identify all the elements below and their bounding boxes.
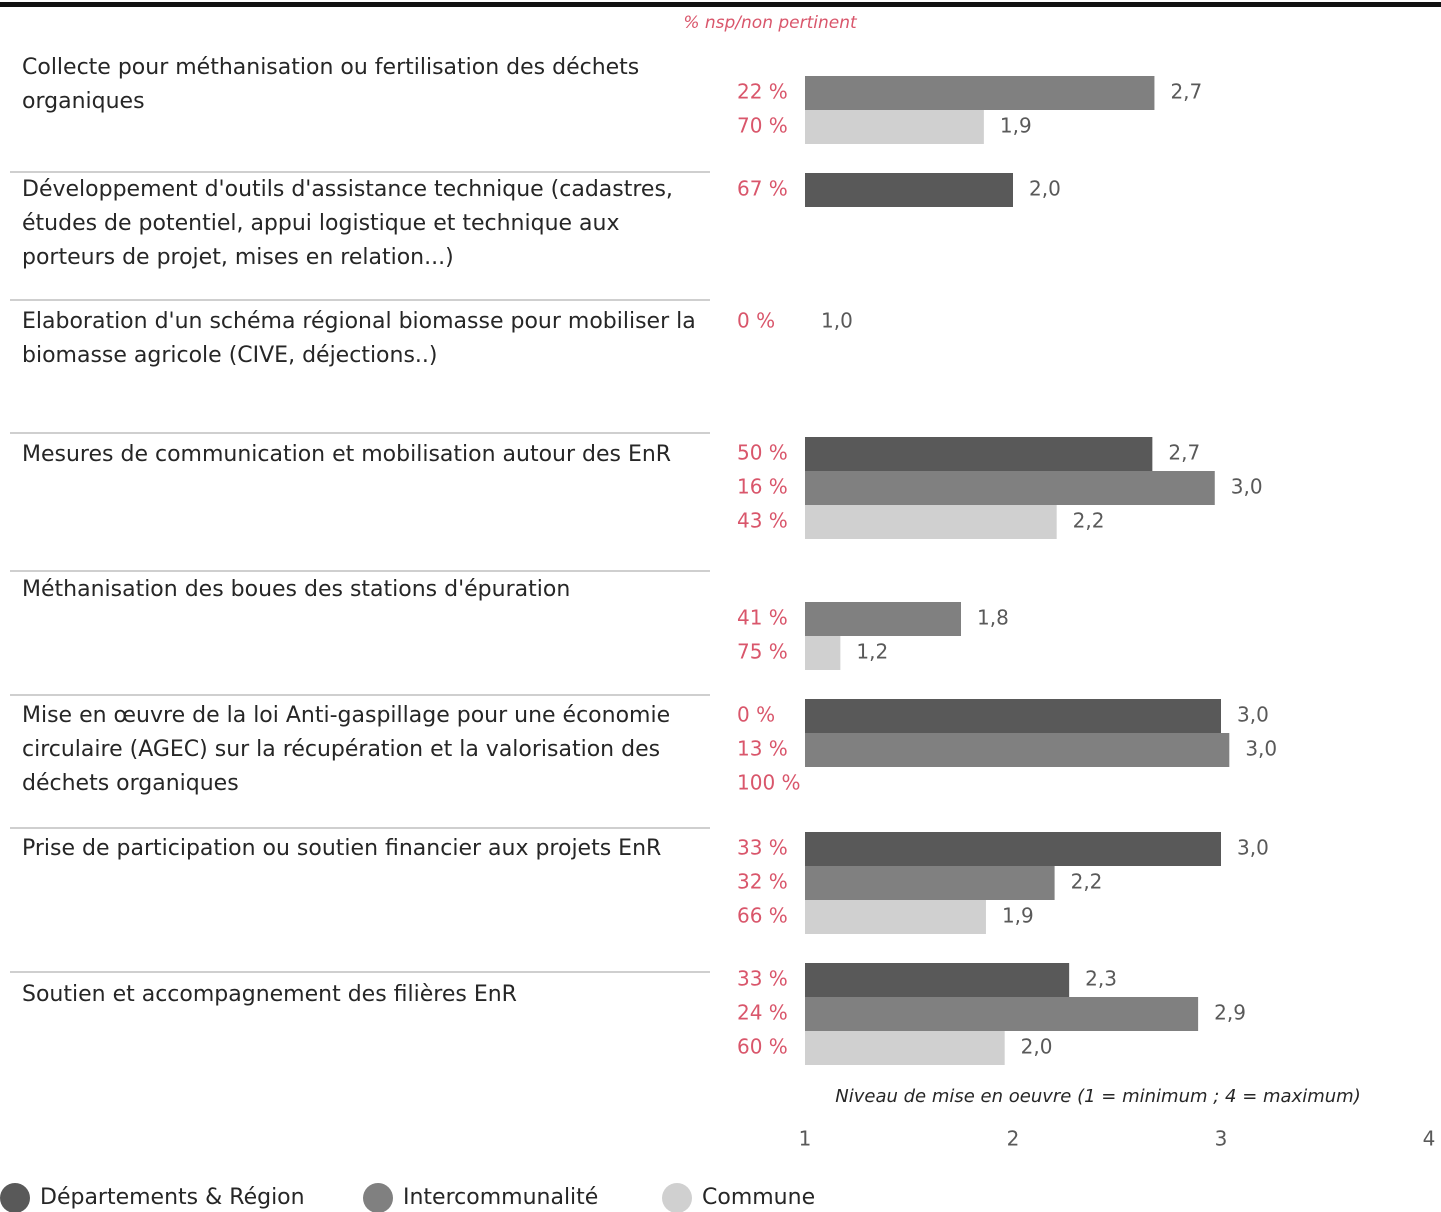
value-label: 2,0 <box>1021 1035 1053 1059</box>
legend-swatch <box>363 1183 393 1212</box>
bar <box>805 900 986 934</box>
bar <box>805 636 841 670</box>
nsp-header: % nsp/non pertinent <box>683 13 858 33</box>
category-label: Mesures de communication et mobilisation… <box>22 442 672 467</box>
x-axis-title: Niveau de mise en oeuvre (1 = minimum ; … <box>835 1086 1360 1107</box>
bar <box>805 997 1199 1031</box>
bar <box>805 76 1155 110</box>
category-label: Prise de participation ou soutien financ… <box>22 836 662 861</box>
bar <box>805 110 984 144</box>
x-tick-label: 2 <box>1007 1127 1020 1151</box>
nsp-label: 22 % <box>737 80 788 104</box>
bar <box>805 437 1153 471</box>
value-label: 2,9 <box>1214 1001 1246 1025</box>
bar <box>805 733 1230 767</box>
legend-label: Intercommunalité <box>403 1185 598 1210</box>
nsp-label: 13 % <box>737 737 788 761</box>
category-label: Elaboration d'un schéma régional biomass… <box>22 309 696 368</box>
value-label: 1,8 <box>977 606 1009 630</box>
category-label: Méthanisation des boues des stations d'é… <box>22 577 571 602</box>
nsp-label: 67 % <box>737 177 788 201</box>
bar <box>805 699 1221 733</box>
bar <box>805 505 1057 539</box>
top-rule <box>0 2 1441 7</box>
nsp-label: 43 % <box>737 509 788 533</box>
bar <box>805 173 1013 207</box>
nsp-label: 0 % <box>737 703 775 727</box>
legend-label: Commune <box>702 1185 815 1210</box>
value-label: 1,9 <box>1002 904 1034 928</box>
value-label: 1,2 <box>856 640 888 664</box>
category-label: Soutien et accompagnement des filières E… <box>22 982 517 1007</box>
bar <box>805 866 1055 900</box>
category-label: Collecte pour méthanisation ou fertilisa… <box>22 55 640 114</box>
value-label: 2,3 <box>1085 967 1117 991</box>
nsp-label: 33 % <box>737 967 788 991</box>
nsp-label: 16 % <box>737 475 788 499</box>
x-tick-label: 4 <box>1423 1127 1436 1151</box>
value-label: 3,0 <box>1231 475 1263 499</box>
value-label: 3,0 <box>1245 737 1277 761</box>
nsp-label: 32 % <box>737 870 788 894</box>
nsp-label: 33 % <box>737 836 788 860</box>
nsp-label: 41 % <box>737 606 788 630</box>
nsp-label: 60 % <box>737 1035 788 1059</box>
legend-swatch <box>0 1183 30 1212</box>
bar <box>805 1031 1005 1065</box>
value-label: 2,2 <box>1073 509 1105 533</box>
value-label: 3,0 <box>1237 836 1269 860</box>
bar <box>805 963 1070 997</box>
x-tick-label: 3 <box>1215 1127 1228 1151</box>
nsp-label: 70 % <box>737 114 788 138</box>
nsp-label: 50 % <box>737 441 788 465</box>
bar <box>805 471 1215 505</box>
value-label: 1,9 <box>1000 114 1032 138</box>
value-label: 3,0 <box>1237 703 1269 727</box>
category-label: Développement d'outils d'assistance tech… <box>22 177 673 270</box>
nsp-label: 24 % <box>737 1001 788 1025</box>
nsp-label: 100 % <box>737 771 801 795</box>
value-label: 1,0 <box>821 309 853 333</box>
value-label: 2,7 <box>1168 441 1200 465</box>
legend-label: Départements & Région <box>40 1185 305 1210</box>
nsp-label: 0 % <box>737 309 775 333</box>
value-label: 2,0 <box>1029 177 1061 201</box>
bar <box>805 602 961 636</box>
value-label: 2,7 <box>1170 80 1202 104</box>
x-tick-label: 1 <box>799 1127 812 1151</box>
nsp-label: 75 % <box>737 640 788 664</box>
nsp-label: 66 % <box>737 904 788 928</box>
category-label: Mise en œuvre de la loi Anti-gaspillage … <box>22 703 671 796</box>
bar <box>805 832 1221 866</box>
legend-swatch <box>662 1183 692 1212</box>
value-label: 2,2 <box>1071 870 1103 894</box>
